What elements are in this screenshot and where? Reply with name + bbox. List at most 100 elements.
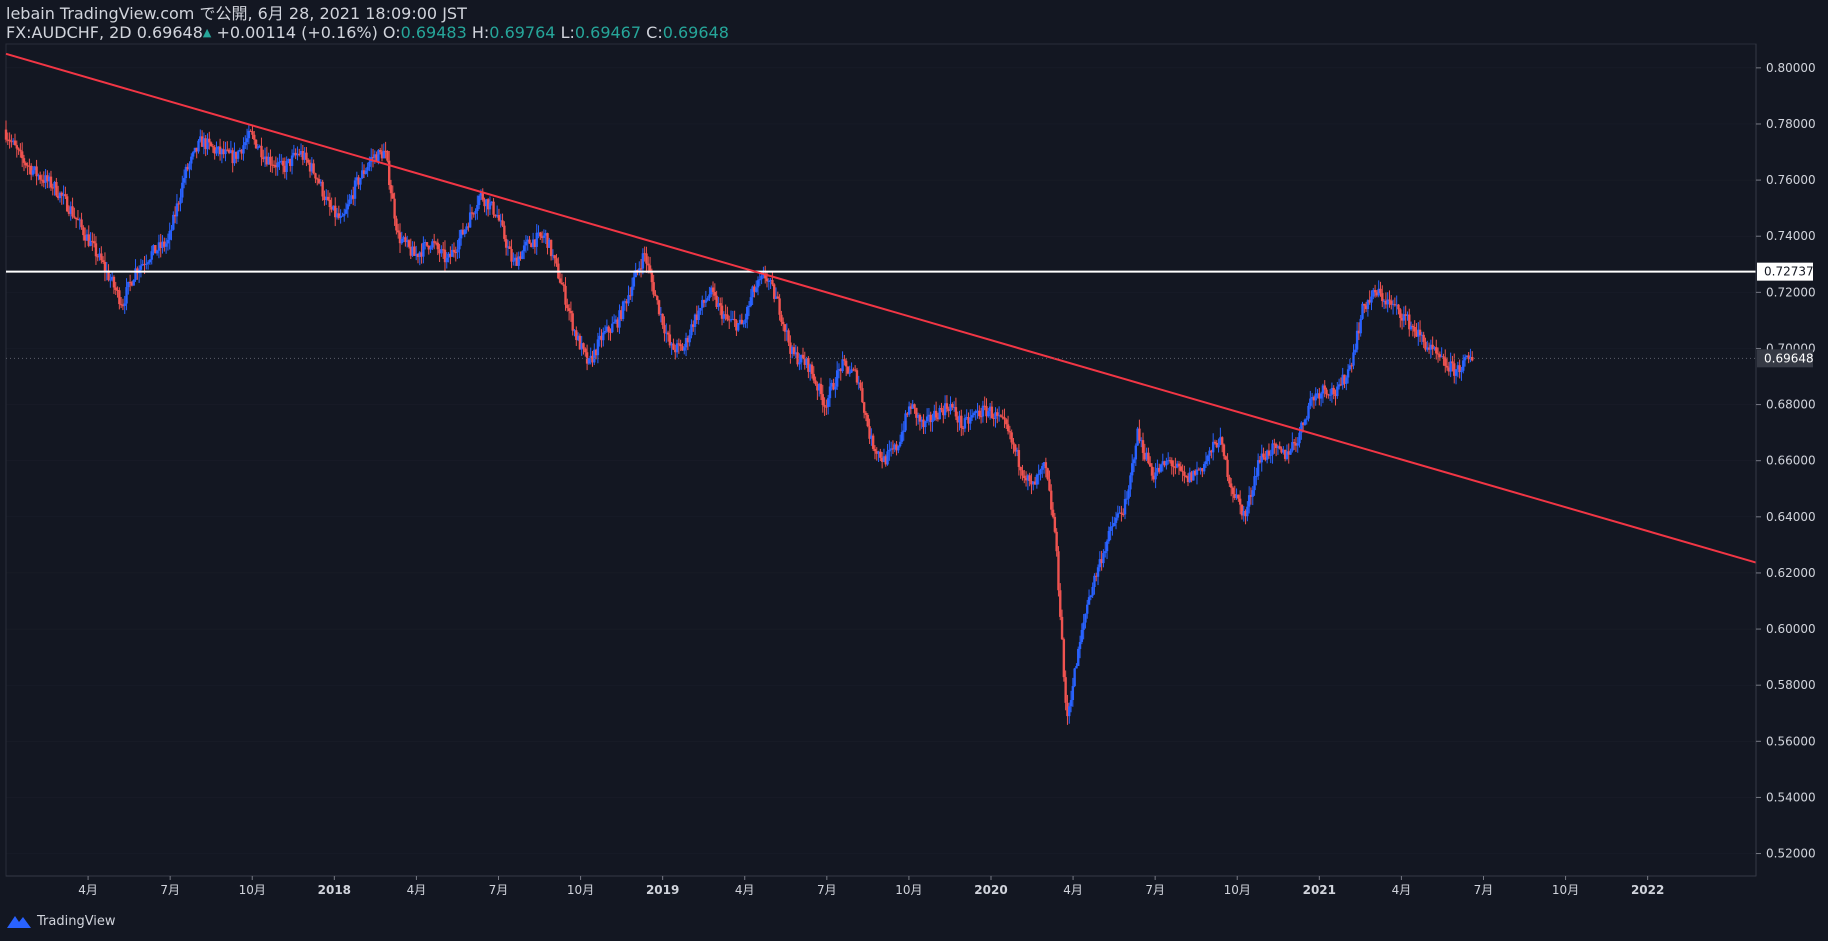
candle-body xyxy=(96,256,99,258)
candle-body xyxy=(1345,377,1348,384)
tradingview-logo[interactable]: TradingView xyxy=(6,913,116,929)
price-axis[interactable]: 0.800000.780000.760000.740000.720000.700… xyxy=(1756,61,1816,861)
candle-body xyxy=(1294,443,1298,446)
candle-body xyxy=(1138,428,1141,441)
candle-body xyxy=(1105,541,1109,552)
candle-body xyxy=(992,417,995,419)
candle-body xyxy=(204,138,207,150)
candle-body xyxy=(274,165,278,168)
candle-body xyxy=(1001,416,1004,418)
candle-body xyxy=(877,451,880,454)
candle-body xyxy=(629,295,632,297)
candle-body xyxy=(965,417,968,419)
candle-body xyxy=(1409,325,1413,330)
candle-body xyxy=(1402,314,1406,321)
candle-body xyxy=(722,314,726,319)
candle-body xyxy=(1039,469,1042,475)
candle-body xyxy=(1390,300,1393,305)
candle-body xyxy=(1165,460,1168,466)
candle-body xyxy=(292,152,296,156)
candle-body xyxy=(1159,464,1163,472)
candle-body xyxy=(916,414,920,418)
candle-body xyxy=(441,249,445,251)
candle-body xyxy=(1204,461,1208,465)
candle-body xyxy=(1435,347,1438,354)
candle-body xyxy=(719,303,722,306)
candle-body xyxy=(672,343,675,350)
candle-body xyxy=(458,238,461,250)
candle-body xyxy=(1438,354,1442,358)
candle-body xyxy=(1046,468,1049,480)
candle-body xyxy=(46,175,49,182)
candle-body xyxy=(414,253,418,256)
candle-body xyxy=(1318,393,1321,399)
candle-body xyxy=(958,415,961,423)
symbol-label[interactable]: FX:AUDCHF, 2D xyxy=(6,23,132,42)
candle-body xyxy=(1471,356,1474,361)
candle-body xyxy=(952,407,956,409)
candle-body xyxy=(6,139,9,141)
candle-body xyxy=(540,236,544,238)
trend-line[interactable] xyxy=(5,52,1757,564)
candle-body xyxy=(674,349,677,353)
candle-body xyxy=(1174,467,1177,469)
candle-body xyxy=(348,199,351,205)
candle-body xyxy=(611,323,614,333)
candle-body xyxy=(215,149,218,154)
time-axis-label: 10月 xyxy=(1552,883,1579,897)
candle-body xyxy=(663,325,666,334)
candle-body xyxy=(67,211,71,214)
candle-body xyxy=(931,419,934,423)
candle-body xyxy=(1327,394,1330,396)
candle-body xyxy=(161,241,164,248)
candle-body xyxy=(702,300,706,303)
candle-body xyxy=(1289,450,1292,455)
candle-body xyxy=(834,386,837,390)
candle-body xyxy=(639,268,643,270)
candle-body xyxy=(724,314,727,316)
candle-body xyxy=(562,284,565,286)
candle-body xyxy=(352,195,355,199)
candle-body xyxy=(64,194,67,197)
candle-body xyxy=(774,296,778,299)
time-axis-label: 10月 xyxy=(567,883,594,897)
time-axis[interactable]: 4月 7月 10月 2018 4月 7月 10月 2019 4月 7月 10月 2020 4月 7月 10月… xyxy=(78,876,1664,897)
candle-body xyxy=(440,249,443,254)
candle-body xyxy=(1201,468,1204,472)
candle-body xyxy=(1285,451,1289,459)
candle-body xyxy=(524,241,528,246)
candle-body xyxy=(720,305,724,319)
candle-body xyxy=(341,215,344,217)
candle-body xyxy=(438,249,441,254)
candle-body xyxy=(945,403,949,409)
candle-body xyxy=(1226,459,1229,478)
candle-body xyxy=(1339,384,1343,386)
candle-body xyxy=(179,197,182,204)
candle-body xyxy=(873,448,877,452)
last-price: 0.69648 xyxy=(136,23,203,42)
candle-body xyxy=(1336,386,1339,397)
candle-body xyxy=(814,380,817,385)
candle-body xyxy=(334,205,337,218)
candle-body xyxy=(602,332,605,341)
candle-body xyxy=(182,178,186,183)
candle-body xyxy=(553,255,556,259)
candle-body xyxy=(853,369,857,371)
candle-body xyxy=(1319,393,1323,399)
candle-body xyxy=(526,239,529,242)
candle-body xyxy=(316,178,319,180)
candle-body xyxy=(170,229,173,231)
candle-body xyxy=(987,411,990,417)
candle-body xyxy=(699,307,702,311)
candle-body xyxy=(1465,355,1469,358)
candle-body xyxy=(481,192,484,200)
candle-body xyxy=(1296,443,1299,446)
candle-body xyxy=(191,152,195,157)
candle-body xyxy=(681,346,684,351)
candle-body xyxy=(492,201,495,215)
candle-body xyxy=(844,360,848,367)
candle-body xyxy=(87,234,90,246)
candle-body xyxy=(434,242,438,244)
candle-body xyxy=(1348,365,1352,370)
